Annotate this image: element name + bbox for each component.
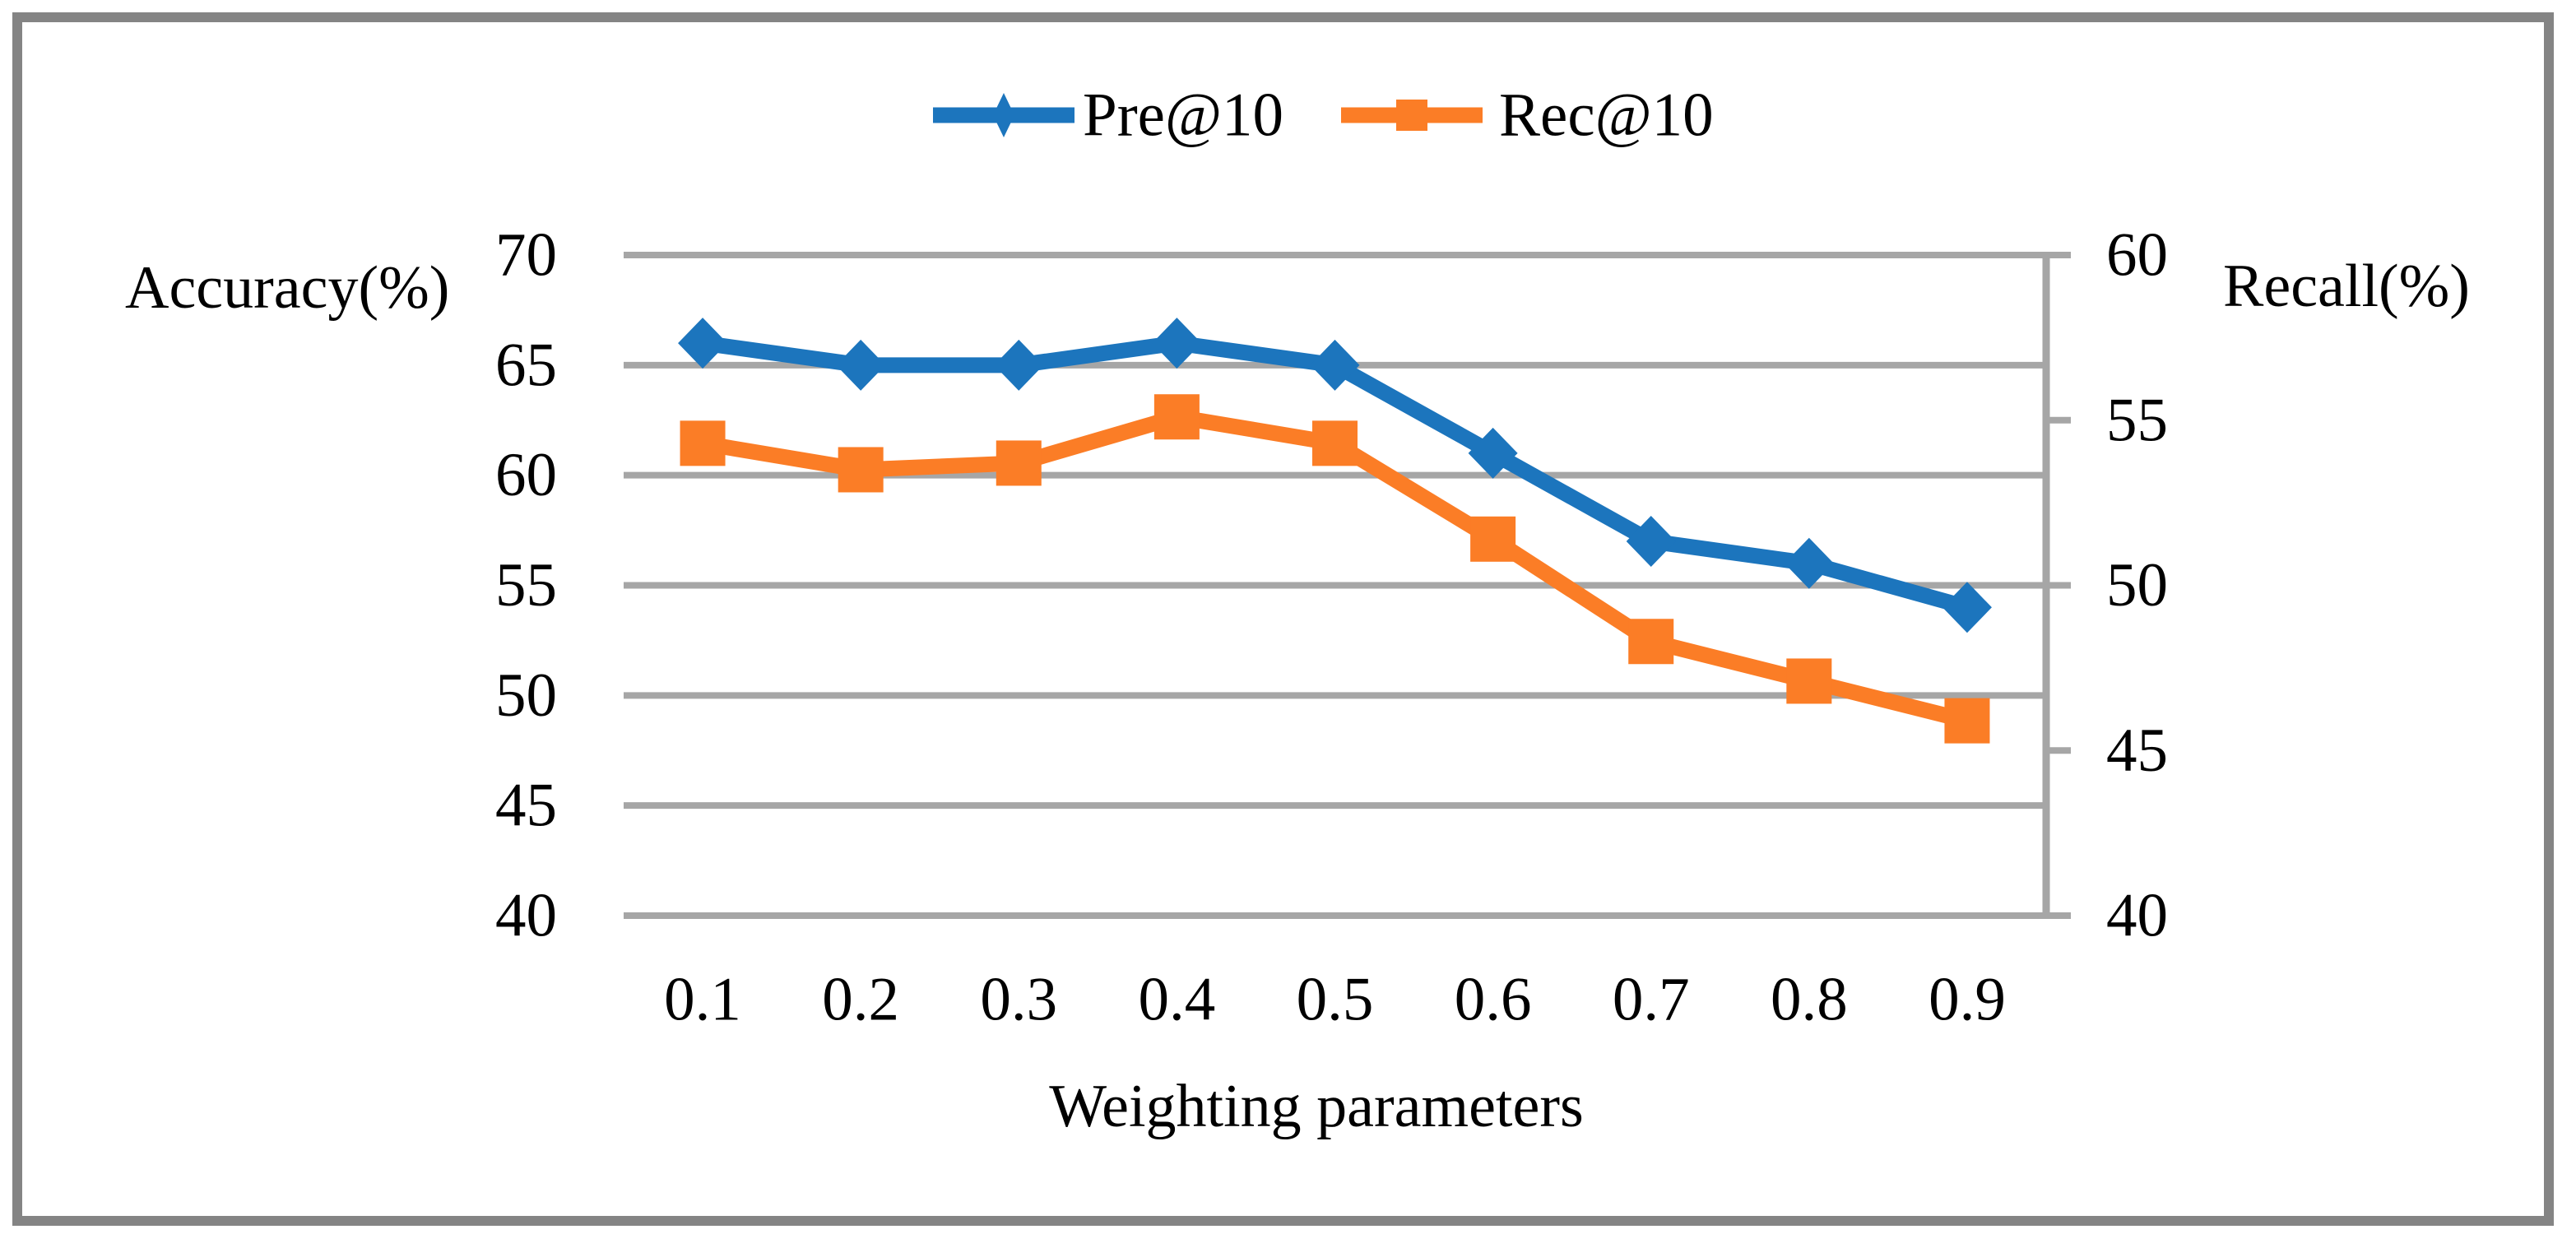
pre10-marker (1468, 427, 1518, 479)
left-tick-label: 55 (495, 551, 557, 619)
right-tick-label: 60 (2106, 221, 2168, 290)
x-tick-label: 0.2 (822, 966, 899, 1034)
left-tick-label: 40 (495, 882, 557, 950)
left-tick-label: 45 (495, 772, 557, 840)
left-tick-label: 70 (495, 221, 557, 290)
pre10-marker (678, 318, 728, 369)
x-tick-label: 0.7 (1613, 966, 1690, 1034)
legend-item-pre10: Pre@10 (933, 81, 1283, 150)
legend-diamond-icon (993, 93, 1014, 137)
left-tick-label: 60 (495, 441, 557, 509)
left-tick-label: 65 (495, 331, 557, 399)
x-axis-title: Weighting parameters (1049, 1073, 1584, 1140)
rec10-marker (680, 420, 726, 466)
pre10-marker (1942, 582, 1992, 633)
pre10-marker (994, 339, 1044, 391)
legend-label: Rec@10 (1499, 81, 1714, 150)
left-tick-label: 50 (495, 661, 557, 730)
rec10-marker (1312, 420, 1358, 466)
rec10-marker (838, 447, 884, 493)
pre10-marker (1310, 339, 1360, 391)
pre10-marker (1626, 515, 1676, 567)
right-tick-label: 40 (2106, 882, 2168, 950)
x-tick-label: 0.8 (1771, 966, 1848, 1034)
pre10-marker (1152, 318, 1202, 369)
x-tick-label: 0.3 (980, 966, 1057, 1034)
pre10-marker (1784, 537, 1834, 589)
right-tick-label: 50 (2106, 551, 2168, 619)
x-tick-label: 0.1 (664, 966, 741, 1034)
pre10-marker (836, 339, 886, 391)
left-axis-title: Accuracy(%) (125, 254, 450, 322)
x-tick-label: 0.9 (1929, 966, 2006, 1034)
x-tick-label: 0.4 (1139, 966, 1216, 1034)
x-tick-label: 0.6 (1455, 966, 1532, 1034)
rec10-marker (1786, 658, 1832, 704)
right-axis-title: Recall(%) (2223, 253, 2470, 320)
rec10-marker (1153, 394, 1200, 440)
x-tick-label: 0.5 (1297, 966, 1374, 1034)
rec10-marker (1944, 698, 1990, 744)
rec10-marker (1628, 619, 1674, 665)
rec10-marker (996, 440, 1042, 486)
right-tick-label: 55 (2106, 386, 2168, 454)
legend-square-icon (1396, 100, 1427, 131)
right-tick-label: 45 (2106, 717, 2168, 785)
rec10-marker (1470, 516, 1516, 562)
legend-label: Pre@10 (1083, 81, 1283, 150)
